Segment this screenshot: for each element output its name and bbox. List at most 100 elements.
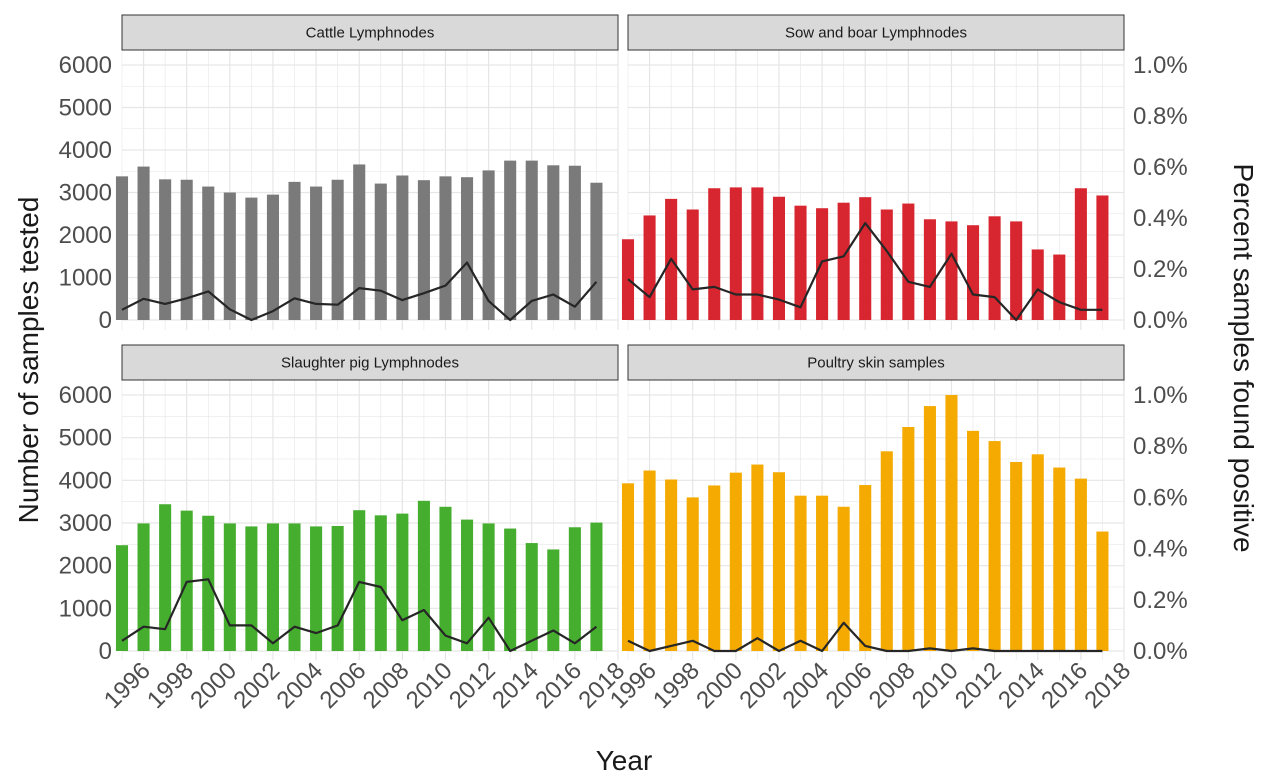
bar-cattle-lymphnodes-2012 (482, 170, 495, 320)
percent-line-sow-and-boar-lymphnodes (627, 222, 1103, 322)
bar-poultry-skin-samples-2009 (923, 406, 936, 651)
bar-poultry-skin-samples-1997 (665, 479, 678, 651)
y2-tick-label: 0.0% (1133, 638, 1188, 665)
x-tick-label: 2016 (530, 657, 587, 714)
x-tick-label: 2012 (444, 657, 501, 714)
bar-poultry-skin-samples-2006 (859, 485, 872, 651)
bar-sow-and-boar-lymphnodes-1996 (643, 215, 656, 320)
percent-line-slaughter-pig-lymphnodes (121, 578, 598, 653)
bar-sow-and-boar-lymphnodes-2013 (1010, 221, 1023, 320)
bar-sow-and-boar-lymphnodes-2005 (837, 202, 850, 320)
x-tick-label: 2010 (907, 657, 964, 714)
bar-slaughter-pig-lymphnodes-2000 (223, 523, 236, 651)
bar-slaughter-pig-lymphnodes-2014 (525, 543, 538, 651)
bar-sow-and-boar-lymphnodes-2016 (1074, 188, 1087, 320)
facet-strip (121, 14, 619, 51)
y2-tick-label: 0.4% (1133, 205, 1188, 232)
x-tick-label: 2002 (734, 657, 791, 714)
panel-poultry-skin-samples: Poultry skin samples (621, 344, 1125, 660)
bar-poultry-skin-samples-2002 (772, 472, 785, 651)
y-tick-label: 4000 (59, 137, 112, 164)
bar-poultry-skin-samples-1995 (621, 483, 635, 651)
bar-slaughter-pig-lymphnodes-2003 (288, 523, 301, 651)
bar-slaughter-pig-lymphnodes-1996 (137, 523, 150, 651)
y2-axis-title: Percent samples found positive (1228, 163, 1259, 552)
bar-sow-and-boar-lymphnodes-2008 (902, 203, 915, 320)
y-tick-label: 5000 (59, 95, 112, 122)
bar-poultry-skin-samples-2004 (816, 495, 829, 651)
bar-slaughter-pig-lymphnodes-2007 (374, 515, 387, 651)
x-tick-label: 1998 (648, 657, 705, 714)
bar-sow-and-boar-lymphnodes-2000 (729, 187, 742, 320)
bar-poultry-skin-samples-2013 (1010, 461, 1023, 651)
panel-sow-and-boar-lymphnodes: Sow and boar Lymphnodes (621, 14, 1125, 330)
y-tick-label: 0 (99, 638, 112, 665)
y2-tick-label: 0.6% (1133, 484, 1188, 511)
bar-poultry-skin-samples-1999 (708, 485, 721, 651)
y-tick-label: 3000 (59, 510, 112, 537)
facet-strip (121, 344, 619, 381)
y2-tick-label: 0.2% (1133, 256, 1188, 283)
x-tick-label: 2014 (993, 657, 1050, 714)
y2-tick-label: 0.8% (1133, 433, 1188, 460)
x-tick-label: 2006 (821, 657, 878, 714)
bar-slaughter-pig-lymphnodes-2012 (482, 523, 495, 651)
panels-layer: Cattle Lymphnodes Sow and boar Lymphnodes… (115, 14, 1125, 660)
bar-poultry-skin-samples-2001 (751, 464, 764, 651)
gridlines (627, 380, 1125, 660)
bar-cattle-lymphnodes-1997 (159, 179, 172, 320)
x-tick-label: 2000 (185, 657, 242, 714)
y2-tick-label: 0.0% (1133, 307, 1188, 334)
facet-label: Cattle Lymphnodes (306, 25, 435, 42)
y-tick-label: 5000 (59, 425, 112, 452)
bar-cattle-lymphnodes-1995 (115, 176, 129, 320)
bar-cattle-lymphnodes-2014 (525, 160, 538, 320)
bar-cattle-lymphnodes-2009 (417, 180, 430, 320)
x-tick-label: 2004 (777, 657, 834, 714)
x-axis-title: Year (596, 745, 653, 774)
bar-slaughter-pig-lymphnodes-1995 (115, 545, 129, 651)
bar-poultry-skin-samples-2016 (1074, 478, 1087, 651)
y-tick-label: 6000 (59, 52, 112, 79)
bar-cattle-lymphnodes-2002 (266, 194, 279, 320)
bar-slaughter-pig-lymphnodes-2008 (396, 513, 409, 651)
bar-cattle-lymphnodes-1999 (202, 186, 215, 320)
x-tick-label: 2000 (691, 657, 748, 714)
bar-sow-and-boar-lymphnodes-2015 (1053, 254, 1066, 320)
bar-poultry-skin-samples-2003 (794, 495, 807, 651)
facet-label: Slaughter pig Lymphnodes (281, 355, 459, 372)
bar-sow-and-boar-lymphnodes-2001 (751, 187, 764, 320)
bar-cattle-lymphnodes-2001 (245, 197, 258, 320)
panel-slaughter-pig-lymphnodes: Slaughter pig Lymphnodes (115, 344, 619, 660)
panel-cattle-lymphnodes: Cattle Lymphnodes (115, 14, 619, 330)
bar-cattle-lymphnodes-2016 (568, 165, 581, 320)
bar-cattle-lymphnodes-2017 (590, 182, 603, 320)
bar-sow-and-boar-lymphnodes-2007 (880, 209, 893, 320)
bar-cattle-lymphnodes-2004 (310, 186, 323, 320)
y2-tick-label: 0.6% (1133, 154, 1188, 181)
bar-slaughter-pig-lymphnodes-2009 (417, 500, 430, 651)
bar-slaughter-pig-lymphnodes-2017 (590, 522, 603, 651)
bar-poultry-skin-samples-2005 (837, 506, 850, 651)
x-tick-label: 2002 (228, 657, 285, 714)
bar-sow-and-boar-lymphnodes-2017 (1096, 195, 1109, 320)
x-tick-label: 2004 (271, 657, 328, 714)
bar-poultry-skin-samples-2007 (880, 451, 893, 651)
x-tick-label: 2012 (950, 657, 1007, 714)
x-tick-label: 2016 (1036, 657, 1093, 714)
x-tick-label: 2014 (487, 657, 544, 714)
facet-strip (627, 344, 1125, 381)
x-tick-label: 1998 (142, 657, 199, 714)
bar-cattle-lymphnodes-2007 (374, 183, 387, 320)
y-tick-label: 6000 (59, 382, 112, 409)
bar-cattle-lymphnodes-1998 (180, 179, 193, 320)
bar-slaughter-pig-lymphnodes-2004 (310, 526, 323, 651)
bar-cattle-lymphnodes-2015 (547, 165, 560, 320)
y-axis-left: 0 1000 2000 3000 4000 5000 6000 0 1000 2000 3000 40… (59, 52, 112, 665)
bar-sow-and-boar-lymphnodes-2002 (772, 196, 785, 320)
bar-slaughter-pig-lymphnodes-1999 (202, 515, 215, 651)
bar-sow-and-boar-lymphnodes-2014 (1031, 249, 1044, 320)
y2-tick-label: 1.0% (1133, 382, 1188, 409)
bar-cattle-lymphnodes-2006 (353, 164, 366, 320)
